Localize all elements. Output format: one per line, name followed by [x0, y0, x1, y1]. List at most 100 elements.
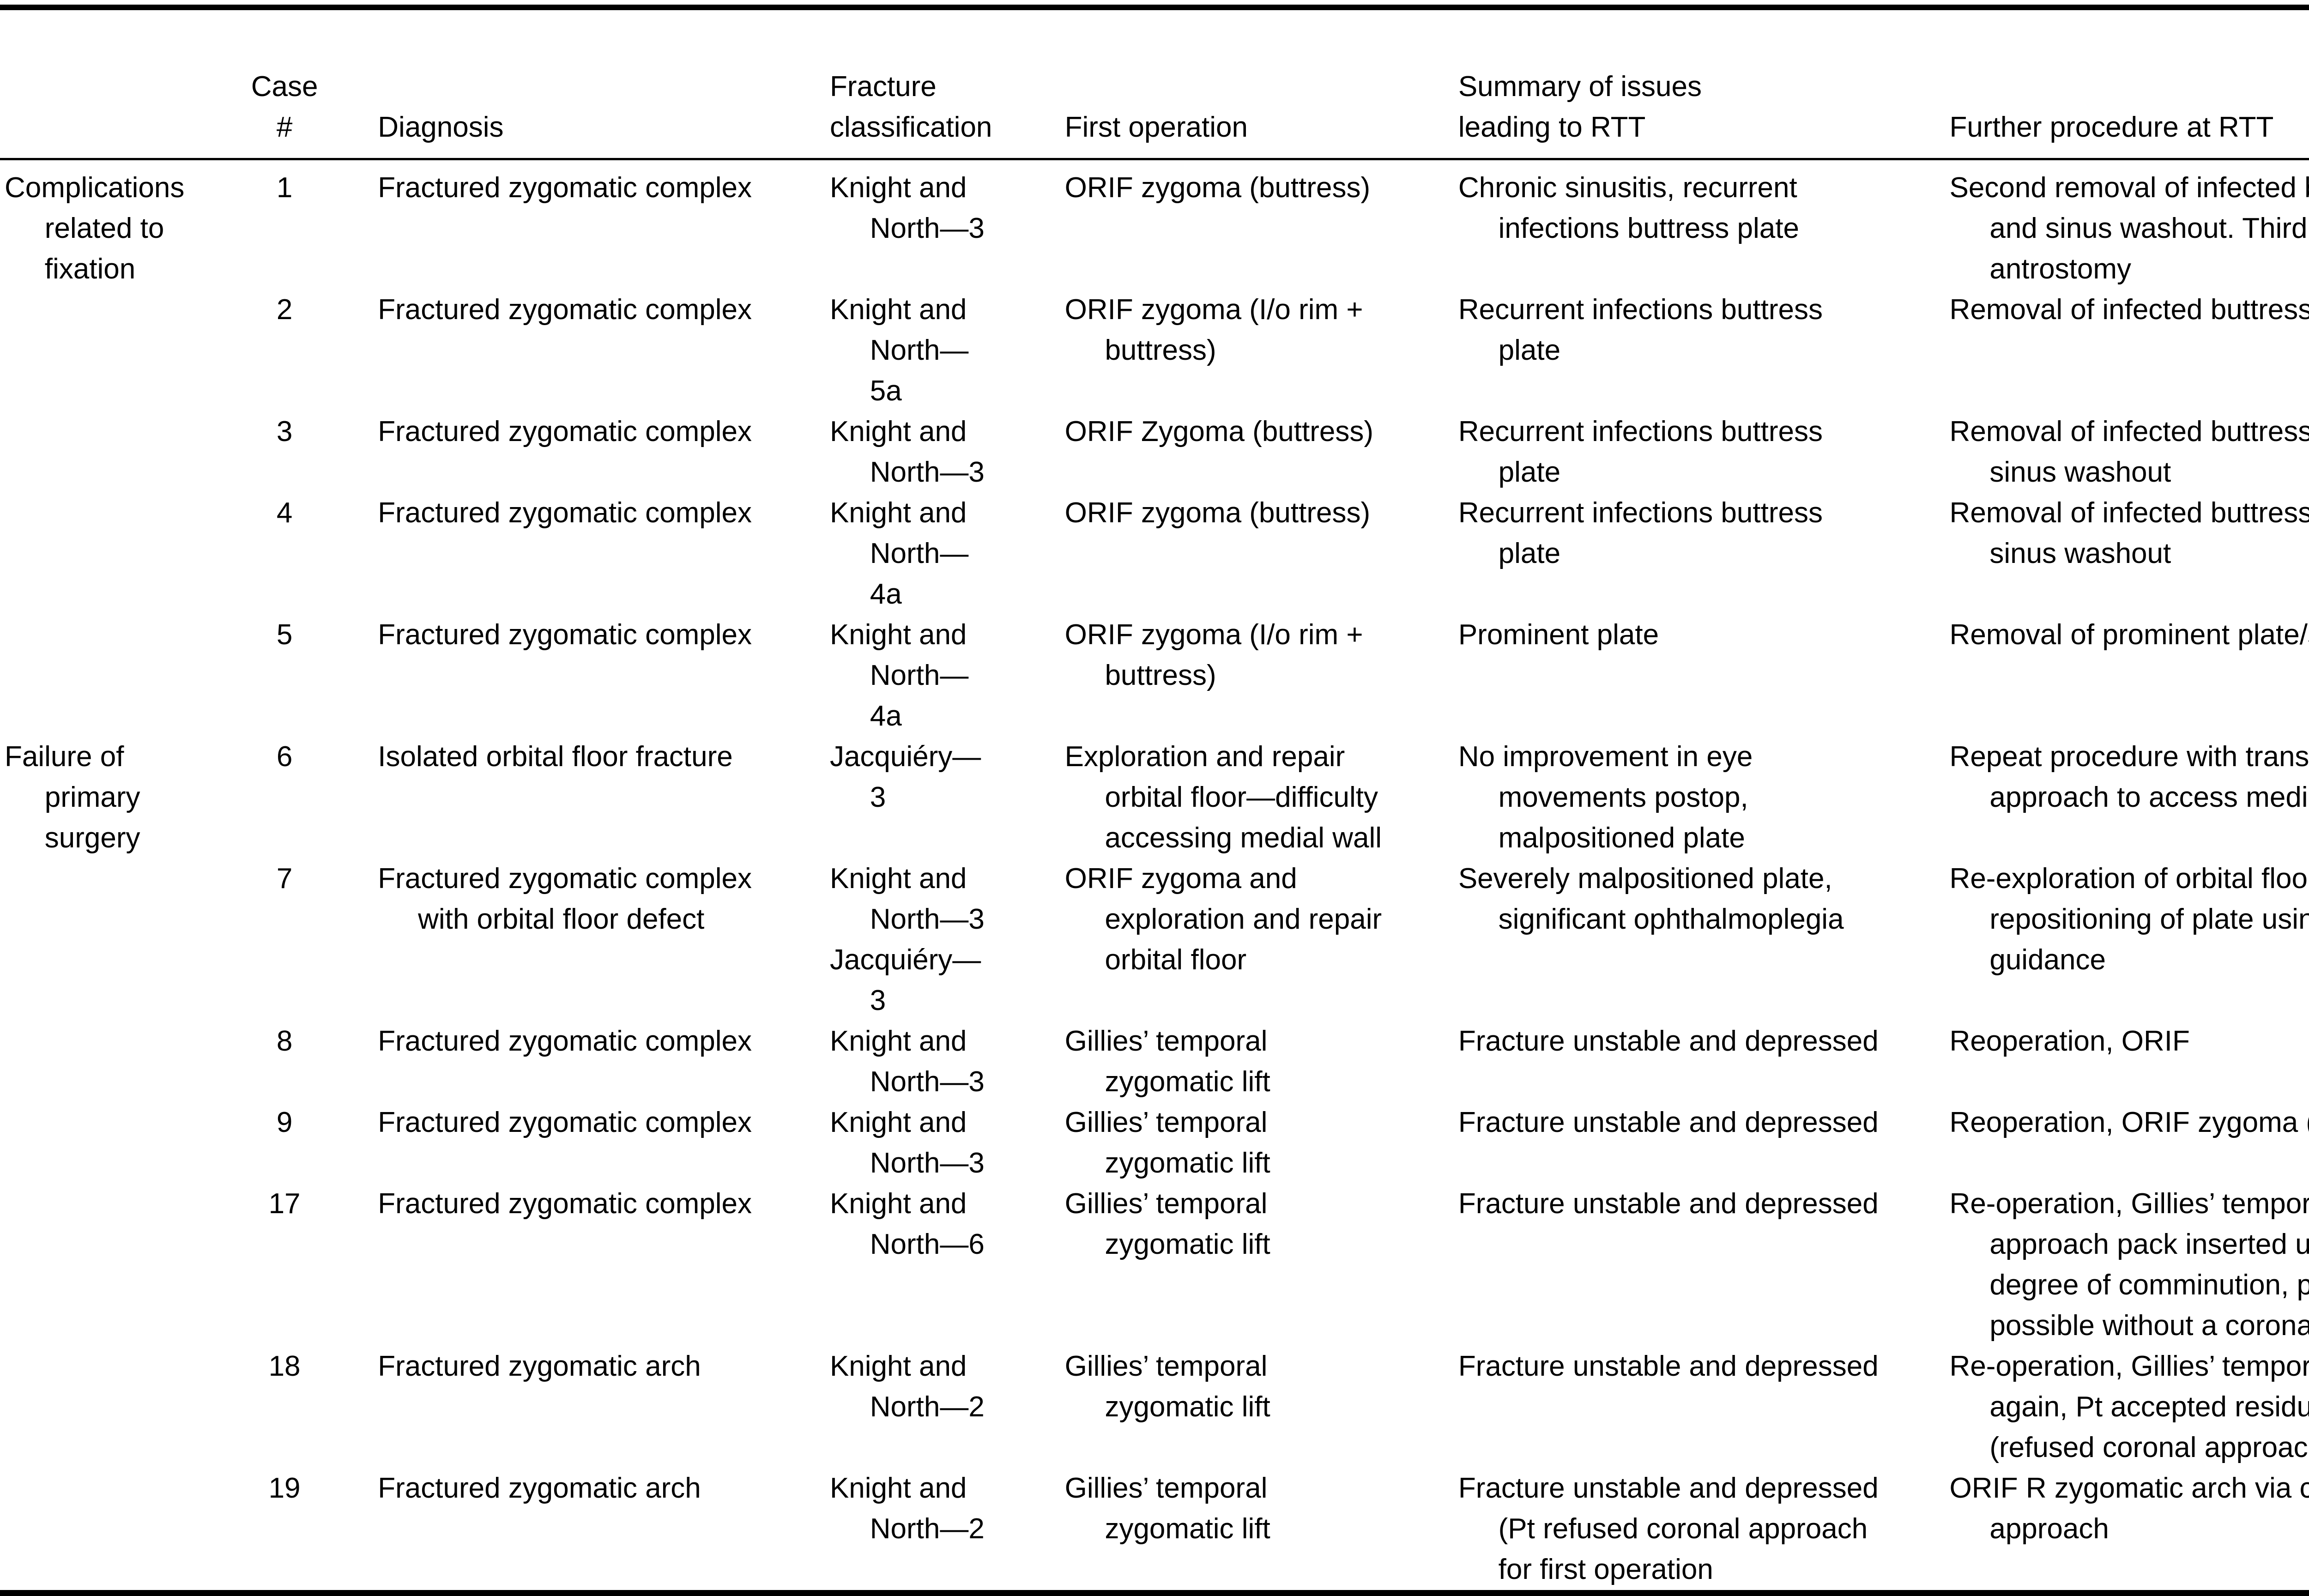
summary-of-issues-cell: No improvement in eye movements postop, … — [1421, 737, 1924, 858]
summary-of-issues-cell: Severely malpositioned plate, significan… — [1421, 858, 1924, 1021]
further-procedure-cell-text: ORIF R zygomatic arch via coronal approa… — [1949, 1472, 2309, 1545]
diagnosis-cell: Fractured zygomatic arch — [348, 1346, 804, 1468]
fracture-classification-cell: Knight and North—2 — [804, 1468, 1000, 1593]
summary-of-issues-cell: Fracture unstable and depressed (Pt refu… — [1421, 1468, 1924, 1593]
diagnosis-cell: Fractured zygomatic complex — [348, 615, 804, 737]
further-procedure-cell: Reoperation, ORIF zygoma (buttress plate… — [1924, 1102, 2309, 1184]
summary-of-issues-cell-text: Fracture unstable and depressed (Pt refu… — [1458, 1472, 1879, 1585]
first-operation-cell-text: Exploration and repair orbital floor—dif… — [1064, 741, 1382, 854]
further-procedure-cell-text: Reoperation, ORIF zygoma (buttress plate… — [1949, 1106, 2309, 1138]
diagnosis-cell: Fractured zygomatic complex — [348, 290, 804, 411]
diagnosis-cell: Fractured zygomatic complex — [348, 159, 804, 290]
table-row: 19 Fractured zygomatic arch Knight and Nor… — [0, 1468, 2309, 1593]
case-number-cell: 7 — [276, 863, 293, 895]
case-number-cell: 6 — [276, 741, 293, 773]
further-procedure-cell-text: Removal of infected buttress plate — [1949, 294, 2309, 326]
first-operation-cell: ORIF Zygoma (buttress) — [1000, 411, 1421, 493]
diagnosis-cell-text: Fractured zygomatic arch — [378, 1350, 701, 1382]
first-operation-cell-text: ORIF Zygoma (buttress) — [1064, 416, 1374, 447]
diagnosis-cell: Isolated orbital floor fracture — [348, 737, 804, 858]
summary-of-issues-cell-text: Recurrent infections buttress plate — [1458, 497, 1823, 569]
further-procedure-cell-text: Removal of prominent plate/screws — [1949, 619, 2309, 651]
table-row: 7 Fractured zygomatic complex with orbita… — [0, 858, 2309, 1021]
case-number-cell: 17 — [268, 1188, 301, 1220]
row-group-label-text: Complications related to fixation — [5, 172, 185, 285]
further-procedure-cell: Removal of infected buttress plate and s… — [1924, 411, 2309, 493]
first-operation-cell: ORIF zygoma (I/o rim + buttress) — [1000, 615, 1421, 737]
further-procedure-cell-text: Reoperation, ORIF — [1949, 1025, 2190, 1057]
further-procedure-cell: Re-operation, Gillies’ temporal lift, + … — [1924, 1184, 2309, 1346]
fracture-classification-text: Knight and North—4a — [829, 497, 969, 610]
fracture-classification-cell: Knight and North—6 — [804, 1184, 1000, 1346]
row-group-label: Complications related to fixation — [0, 159, 239, 737]
fracture-classification-text: Knight and North—5a — [829, 294, 969, 407]
summary-of-issues-cell-text: No improvement in eye movements postop, … — [1458, 741, 1753, 854]
case-number-cell: 19 — [268, 1472, 301, 1504]
summary-of-issues-cell-text: Fracture unstable and depressed — [1458, 1025, 1879, 1057]
diagnosis-cell-text: Fractured zygomatic arch — [378, 1472, 701, 1504]
further-procedure-cell-text: Re-exploration of orbital floor, reposit… — [1949, 863, 2309, 976]
summary-of-issues-cell: Recurrent infections buttress plate — [1421, 411, 1924, 493]
further-procedure-cell: Removal of infected buttress plate — [1924, 290, 2309, 411]
first-operation-cell: ORIF zygoma and exploration and repair o… — [1000, 858, 1421, 1021]
diagnosis-cell-text: Fractured zygomatic complex — [378, 1106, 752, 1138]
fracture-classification-text: Knight and North—3 — [829, 1025, 985, 1098]
fracture-classification-text: Knight and North—3 — [829, 863, 985, 935]
further-procedure-cell: Re-operation, Gillies’ temporal lift—fai… — [1924, 1346, 2309, 1468]
table-row: 9 Fractured zygomatic complex Knight and N… — [0, 1102, 2309, 1184]
diagnosis-cell-text: Fractured zygomatic complex — [378, 497, 752, 529]
table-row: 5 Fractured zygomatic complex Knight and N… — [0, 615, 2309, 737]
row-group-label: Failure of primary surgery — [0, 737, 239, 1593]
fracture-classification-cell: Knight and North—4a — [804, 615, 1000, 737]
first-operation-cell-text: Gillies’ temporal zygomatic lift — [1064, 1106, 1270, 1179]
header-case-number: Case # — [239, 7, 348, 160]
first-operation-cell: Gillies’ temporal zygomatic lift — [1000, 1184, 1421, 1346]
diagnosis-cell-text: Fractured zygomatic complex — [378, 172, 752, 204]
diagnosis-cell: Fractured zygomatic complex — [348, 1021, 804, 1102]
table-row: 17 Fractured zygomatic complex Knight and … — [0, 1184, 2309, 1346]
first-operation-cell: Gillies’ temporal zygomatic lift — [1000, 1346, 1421, 1468]
table-row: 18 Fractured zygomatic arch Knight and Nor… — [0, 1346, 2309, 1468]
summary-of-issues-cell: Fracture unstable and depressed — [1421, 1021, 1924, 1102]
first-operation-cell-text: ORIF zygoma (I/o rim + buttress) — [1064, 294, 1363, 366]
table-header: Case # Diagnosis Fracture classification… — [0, 7, 2309, 160]
first-operation-cell: ORIF zygoma (buttress) — [1000, 493, 1421, 615]
case-number-cell: 2 — [276, 294, 293, 326]
table-row: Failure of primary surgery 6 Isolated orbi… — [0, 737, 2309, 858]
further-procedure-cell-text: Removal of infected buttress plate and s… — [1949, 497, 2309, 569]
table-row: Complications related to fixation 1 Fractu… — [0, 159, 2309, 290]
first-operation-cell-text: ORIF zygoma (buttress) — [1064, 497, 1371, 529]
further-procedure-cell: Removal of infected buttress plate and s… — [1924, 493, 2309, 615]
rtt-cases-table: Case # Diagnosis Fracture classification… — [0, 5, 2309, 1596]
fracture-classification-cell: Knight and North—3 — [804, 1102, 1000, 1184]
fracture-classification-cell: Knight and North—3 Jacquiéry—3 — [804, 858, 1000, 1021]
summary-of-issues-cell: Fracture unstable and depressed — [1421, 1102, 1924, 1184]
row-group-label-text: Failure of primary surgery — [5, 741, 140, 854]
first-operation-cell-text: ORIF zygoma and exploration and repair o… — [1064, 863, 1382, 976]
table-row: 8 Fractured zygomatic complex Knight and N… — [0, 1021, 2309, 1102]
fracture-classification-text: Knight and North—3 — [829, 416, 985, 488]
summary-of-issues-cell: Recurrent infections buttress plate — [1421, 290, 1924, 411]
header-fracture-classification: Fracture classification — [804, 7, 1000, 160]
further-procedure-cell: Repeat procedure with transcaruncular ap… — [1924, 737, 2309, 858]
fracture-classification-cell: Jacquiéry—3 — [804, 737, 1000, 858]
header-diagnosis: Diagnosis — [348, 7, 804, 160]
fracture-classification-text: Knight and North—6 — [829, 1188, 985, 1260]
further-procedure-cell-text: Re-operation, Gillies’ temporal lift—fai… — [1949, 1350, 2309, 1463]
fracture-classification-text: Knight and North—2 — [829, 1472, 985, 1545]
further-procedure-cell: Removal of prominent plate/screws — [1924, 615, 2309, 737]
diagnosis-cell-text: Fractured zygomatic complex with orbital… — [378, 863, 752, 935]
further-procedure-cell: Reoperation, ORIF — [1924, 1021, 2309, 1102]
diagnosis-cell: Fractured zygomatic complex — [348, 1102, 804, 1184]
first-operation-cell-text: Gillies’ temporal zygomatic lift — [1064, 1350, 1270, 1423]
summary-of-issues-cell-text: Recurrent infections buttress plate — [1458, 294, 1823, 366]
diagnosis-cell-text: Fractured zygomatic complex — [378, 1188, 752, 1220]
summary-of-issues-cell-text: Fracture unstable and depressed — [1458, 1188, 1879, 1220]
first-operation-cell-text: ORIF zygoma (I/o rim + buttress) — [1064, 619, 1363, 691]
fracture-classification-text: Knight and North—4a — [829, 619, 969, 732]
fracture-classification-text: Knight and North—3 — [829, 1106, 985, 1179]
first-operation-cell-text: Gillies’ temporal zygomatic lift — [1064, 1025, 1270, 1098]
fracture-classification-cell: Knight and North—3 — [804, 1021, 1000, 1102]
diagnosis-cell: Fractured zygomatic complex — [348, 1184, 804, 1346]
case-number-cell: 18 — [268, 1350, 301, 1382]
